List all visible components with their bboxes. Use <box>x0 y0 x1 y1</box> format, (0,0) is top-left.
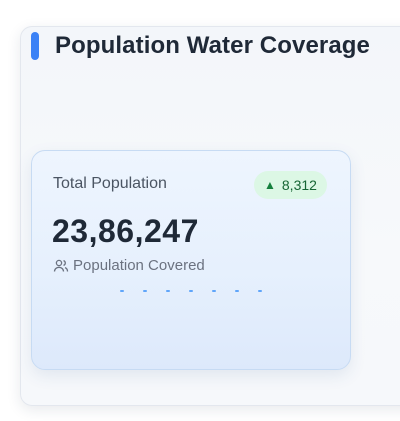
card-label: Total Population <box>53 175 167 192</box>
dot <box>235 290 239 292</box>
total-population-card[interactable]: Total Population ▲ 8,312 23,86,247 Popul… <box>31 150 351 370</box>
loading-dots <box>120 290 281 292</box>
dot <box>143 290 147 292</box>
change-value: 8,312 <box>281 177 317 193</box>
card-subtitle-row: Population Covered <box>53 257 205 274</box>
change-badge: ▲ 8,312 <box>254 171 327 199</box>
population-value: 23,86,247 <box>52 213 199 249</box>
dot <box>120 290 124 292</box>
dot <box>258 290 262 292</box>
users-icon <box>53 259 69 272</box>
dot <box>189 290 193 292</box>
up-arrow-icon: ▲ <box>264 178 276 192</box>
dot <box>166 290 170 292</box>
dot <box>212 290 216 292</box>
page-title: Population Water Coverage <box>55 32 370 59</box>
title-accent-bar <box>31 32 39 60</box>
panel-header: Population Water Coverage <box>31 32 370 60</box>
card-subtitle: Population Covered <box>73 257 205 274</box>
